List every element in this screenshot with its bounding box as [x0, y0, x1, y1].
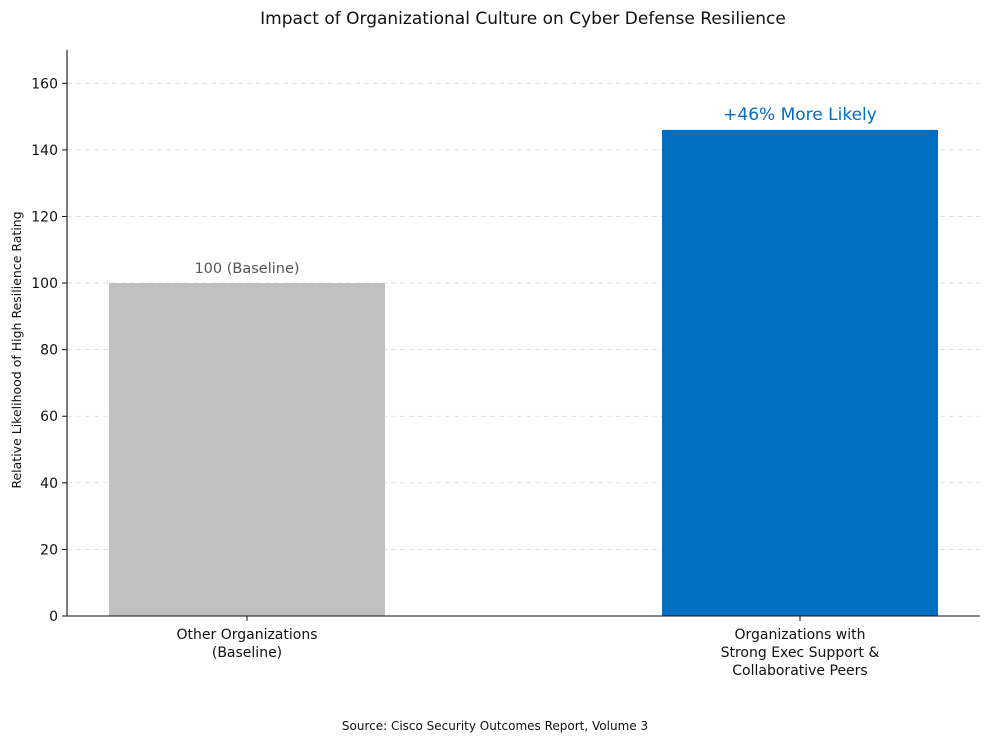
y-tick-label: 60 — [40, 409, 58, 425]
chart-title: Impact of Organizational Culture on Cybe… — [260, 9, 786, 29]
bars: 100 (Baseline) +46% More Likely — [109, 105, 938, 616]
data-label: +46% More Likely — [723, 105, 877, 125]
y-tick-label: 40 — [40, 476, 58, 492]
y-tick-label: 20 — [40, 542, 58, 558]
x-tick-label: Organizations with Strong Exec Support & C… — [721, 627, 880, 679]
y-tick-label: 0 — [49, 609, 58, 625]
bar — [109, 283, 385, 616]
data-label: 100 (Baseline) — [194, 261, 299, 277]
y-tick-label: 160 — [31, 76, 58, 92]
y-tick-label: 80 — [40, 343, 58, 359]
y-tick-label: 100 — [31, 276, 58, 292]
y-tick-label: 120 — [31, 209, 58, 225]
bar — [662, 129, 938, 616]
y-axis-label: Relative Likelihood of High Resilience R… — [9, 211, 24, 488]
source-note: Source: Cisco Security Outcomes Report, … — [342, 719, 648, 733]
x-tick-label: Other Organizations (Baseline) — [177, 627, 318, 661]
y-tick-label: 140 — [31, 143, 58, 159]
axes: 0 20 40 60 80 100 120 140 160 Other Organizations… — [31, 50, 980, 679]
